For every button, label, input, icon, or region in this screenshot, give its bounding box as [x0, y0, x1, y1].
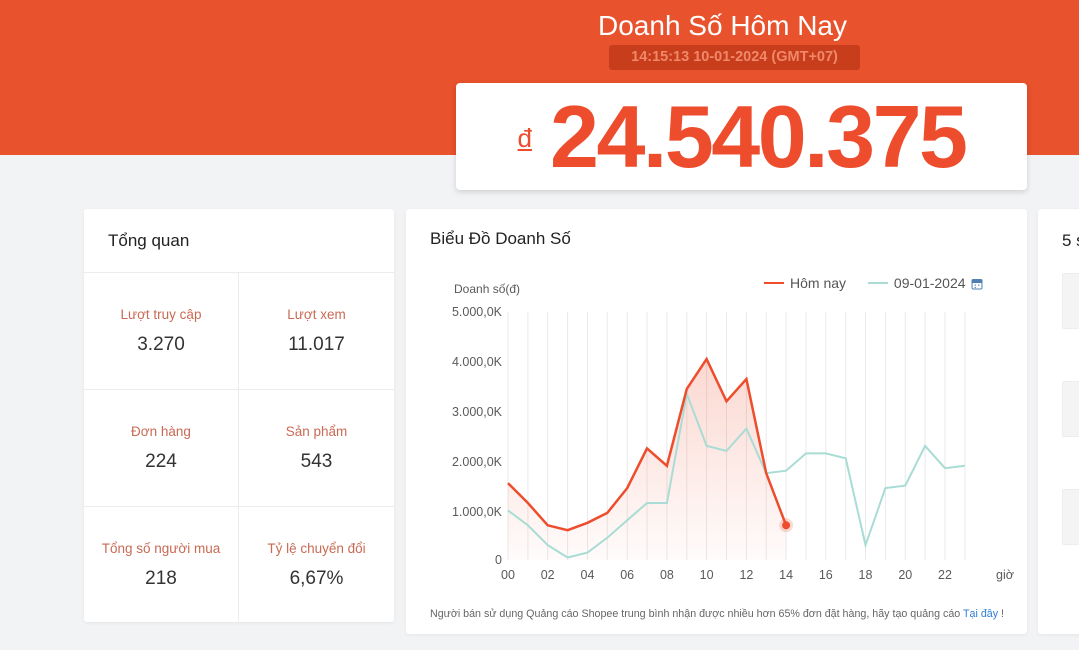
svg-text:02: 02: [541, 568, 555, 582]
svg-text:04: 04: [581, 568, 595, 582]
svg-text:1.000,0K: 1.000,0K: [452, 505, 503, 519]
svg-text:22: 22: [938, 568, 952, 582]
svg-text:20: 20: [898, 568, 912, 582]
svg-text:giờ: giờ: [996, 568, 1014, 582]
svg-text:00: 00: [501, 568, 515, 582]
svg-text:10: 10: [700, 568, 714, 582]
svg-text:4.000,0K: 4.000,0K: [452, 355, 503, 369]
svg-text:2.000,0K: 2.000,0K: [452, 455, 503, 469]
svg-text:12: 12: [739, 568, 753, 582]
svg-text:18: 18: [859, 568, 873, 582]
svg-text:06: 06: [620, 568, 634, 582]
svg-text:16: 16: [819, 568, 833, 582]
svg-text:08: 08: [660, 568, 674, 582]
svg-text:5.000,0K: 5.000,0K: [452, 305, 503, 319]
svg-text:Doanh số(đ): Doanh số(đ): [454, 282, 520, 296]
svg-text:3.000,0K: 3.000,0K: [452, 405, 503, 419]
svg-text:14: 14: [779, 568, 793, 582]
svg-text:0: 0: [495, 553, 502, 567]
